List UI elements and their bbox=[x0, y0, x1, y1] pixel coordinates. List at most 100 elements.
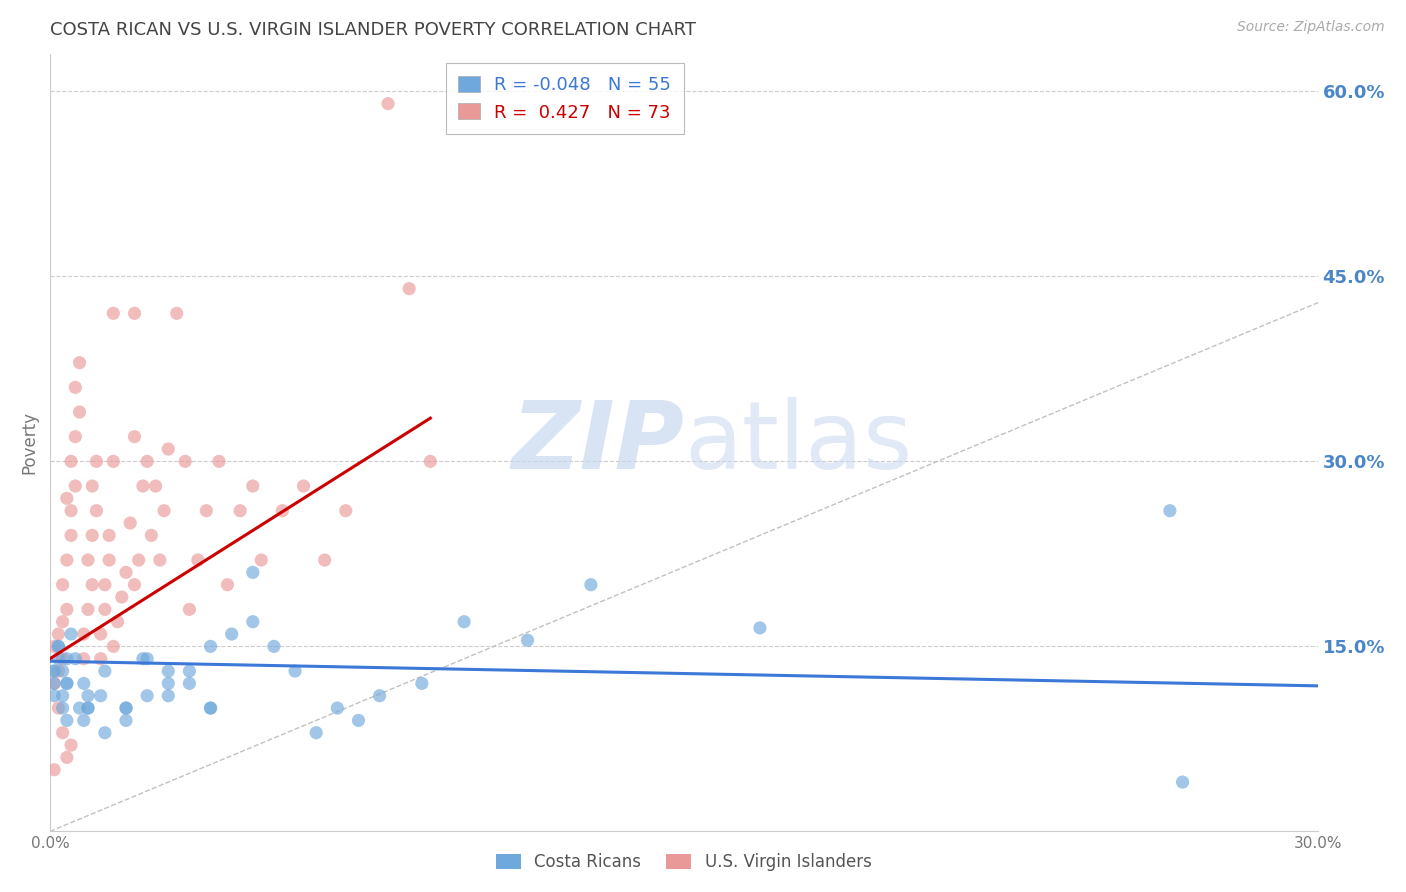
Point bbox=[82, 479, 104, 493]
Point bbox=[48, 627, 70, 641]
Point bbox=[157, 676, 180, 690]
Point bbox=[157, 689, 180, 703]
Point bbox=[44, 676, 66, 690]
Point bbox=[115, 701, 138, 715]
Point bbox=[368, 689, 391, 703]
Point bbox=[52, 578, 75, 592]
Point bbox=[141, 528, 163, 542]
Point bbox=[77, 701, 100, 715]
Point bbox=[73, 676, 96, 690]
Point bbox=[98, 528, 121, 542]
Point bbox=[48, 651, 70, 665]
Point bbox=[90, 651, 112, 665]
Point bbox=[179, 676, 201, 690]
Point bbox=[44, 664, 66, 678]
Point bbox=[44, 640, 66, 654]
Point bbox=[60, 738, 83, 752]
Point bbox=[60, 627, 83, 641]
Point bbox=[221, 627, 243, 641]
Point bbox=[149, 553, 172, 567]
Point bbox=[398, 282, 420, 296]
Point bbox=[284, 664, 307, 678]
Point bbox=[77, 689, 100, 703]
Point bbox=[195, 504, 218, 518]
Point bbox=[73, 651, 96, 665]
Point bbox=[65, 651, 87, 665]
Point bbox=[69, 701, 91, 715]
Point bbox=[263, 640, 285, 654]
Point bbox=[56, 714, 79, 728]
Text: atlas: atlas bbox=[683, 397, 912, 489]
Point bbox=[124, 578, 146, 592]
Point bbox=[103, 640, 125, 654]
Text: ZIP: ZIP bbox=[510, 397, 683, 489]
Point bbox=[94, 602, 117, 616]
Point bbox=[90, 627, 112, 641]
Point bbox=[115, 714, 138, 728]
Point bbox=[77, 553, 100, 567]
Point bbox=[157, 442, 180, 456]
Point bbox=[314, 553, 336, 567]
Point bbox=[200, 701, 222, 715]
Point bbox=[94, 664, 117, 678]
Point bbox=[48, 640, 70, 654]
Point bbox=[453, 615, 475, 629]
Point bbox=[136, 651, 159, 665]
Point bbox=[250, 553, 273, 567]
Point bbox=[335, 504, 357, 518]
Point bbox=[292, 479, 315, 493]
Point bbox=[56, 491, 79, 506]
Point bbox=[48, 664, 70, 678]
Point bbox=[52, 651, 75, 665]
Point bbox=[65, 430, 87, 444]
Point bbox=[73, 627, 96, 641]
Point bbox=[153, 504, 176, 518]
Point bbox=[52, 725, 75, 739]
Point bbox=[65, 479, 87, 493]
Point bbox=[128, 553, 150, 567]
Point bbox=[103, 454, 125, 468]
Point bbox=[132, 651, 155, 665]
Point bbox=[200, 640, 222, 654]
Point bbox=[90, 689, 112, 703]
Point bbox=[179, 664, 201, 678]
Point bbox=[166, 306, 188, 320]
Point bbox=[208, 454, 231, 468]
Point bbox=[1159, 504, 1181, 518]
Point bbox=[242, 615, 264, 629]
Point bbox=[326, 701, 349, 715]
Point bbox=[65, 380, 87, 394]
Point bbox=[411, 676, 433, 690]
Point bbox=[124, 306, 146, 320]
Point bbox=[579, 578, 602, 592]
Point bbox=[120, 516, 142, 530]
Point bbox=[77, 701, 100, 715]
Point bbox=[73, 714, 96, 728]
Point bbox=[145, 479, 167, 493]
Point bbox=[86, 504, 108, 518]
Point bbox=[136, 454, 159, 468]
Point bbox=[377, 96, 399, 111]
Point bbox=[98, 553, 121, 567]
Point bbox=[242, 566, 264, 580]
Point bbox=[516, 633, 538, 648]
Point bbox=[56, 676, 79, 690]
Point bbox=[174, 454, 197, 468]
Point bbox=[157, 664, 180, 678]
Point bbox=[103, 306, 125, 320]
Point bbox=[52, 689, 75, 703]
Point bbox=[179, 602, 201, 616]
Point bbox=[107, 615, 129, 629]
Point bbox=[44, 676, 66, 690]
Point bbox=[44, 689, 66, 703]
Point bbox=[115, 566, 138, 580]
Point bbox=[44, 763, 66, 777]
Point bbox=[48, 640, 70, 654]
Point bbox=[305, 725, 328, 739]
Point bbox=[60, 454, 83, 468]
Point bbox=[347, 714, 370, 728]
Point bbox=[94, 578, 117, 592]
Point bbox=[132, 479, 155, 493]
Point bbox=[187, 553, 209, 567]
Legend: Costa Ricans, U.S. Virgin Islanders: Costa Ricans, U.S. Virgin Islanders bbox=[489, 847, 879, 878]
